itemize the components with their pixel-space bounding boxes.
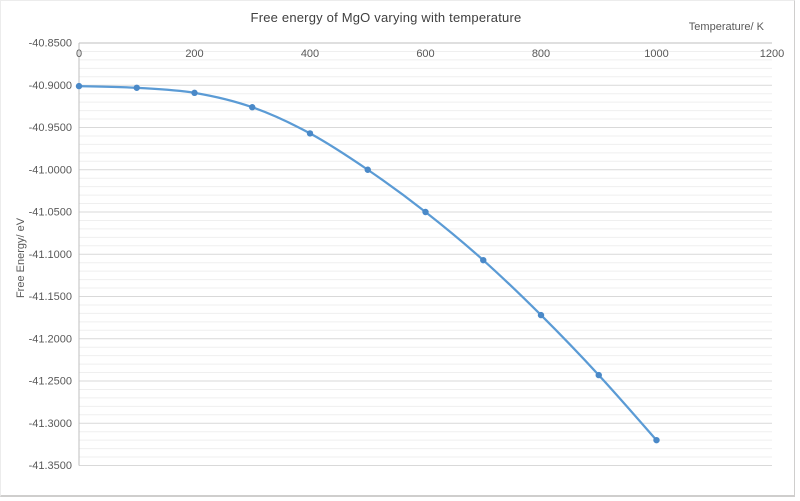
- data-point-marker: [422, 208, 429, 216]
- y-tick-label: -41.3000: [29, 418, 72, 430]
- y-tick-label: -40.9500: [29, 122, 72, 134]
- y-tick-label: -41.1000: [29, 249, 72, 261]
- chart-title: Free energy of MgO varying with temperat…: [250, 10, 522, 25]
- series-line: [77, 84, 658, 442]
- gridlines: [79, 50, 772, 466]
- y-tick-label: -40.8500: [29, 38, 72, 50]
- x-tick-label: 1200: [760, 48, 784, 60]
- y-tick-label: -41.2500: [29, 376, 72, 388]
- data-point-marker: [249, 104, 256, 111]
- x-tick-labels: 0 200 400 600 800 1000 1200: [76, 48, 784, 60]
- data-point-marker: [653, 436, 660, 444]
- y-tick-label: -41.3500: [29, 460, 72, 472]
- x-tick-label: 0: [76, 48, 82, 60]
- axes: [78, 42, 772, 466]
- data-point-marker: [537, 311, 545, 319]
- data-point-marker: [595, 371, 602, 379]
- data-series: [75, 82, 660, 444]
- x-axis-title: Temperature/ K: [688, 21, 764, 33]
- y-tick-labels: -40.8500 -40.9000 -40.9500 -41.0000 -41.0500…: [29, 38, 72, 473]
- y-tick-label: -41.2000: [29, 333, 72, 345]
- data-point-marker: [364, 166, 371, 173]
- data-point-marker: [191, 89, 198, 97]
- y-tick-label: -41.0500: [29, 207, 72, 219]
- data-point-marker: [306, 130, 314, 137]
- x-tick-label: 200: [185, 48, 203, 60]
- y-tick-label: -40.9000: [29, 80, 72, 92]
- x-tick-label: 400: [301, 48, 319, 60]
- x-tick-label: 600: [416, 48, 434, 60]
- data-point-marker: [480, 256, 487, 264]
- data-point-marker: [75, 82, 83, 90]
- data-point-marker: [133, 84, 140, 91]
- y-tick-label: -41.0000: [29, 164, 72, 176]
- x-tick-label: 800: [532, 48, 550, 60]
- x-tick-label: 1000: [644, 48, 668, 60]
- y-tick-label: -41.1500: [29, 291, 72, 303]
